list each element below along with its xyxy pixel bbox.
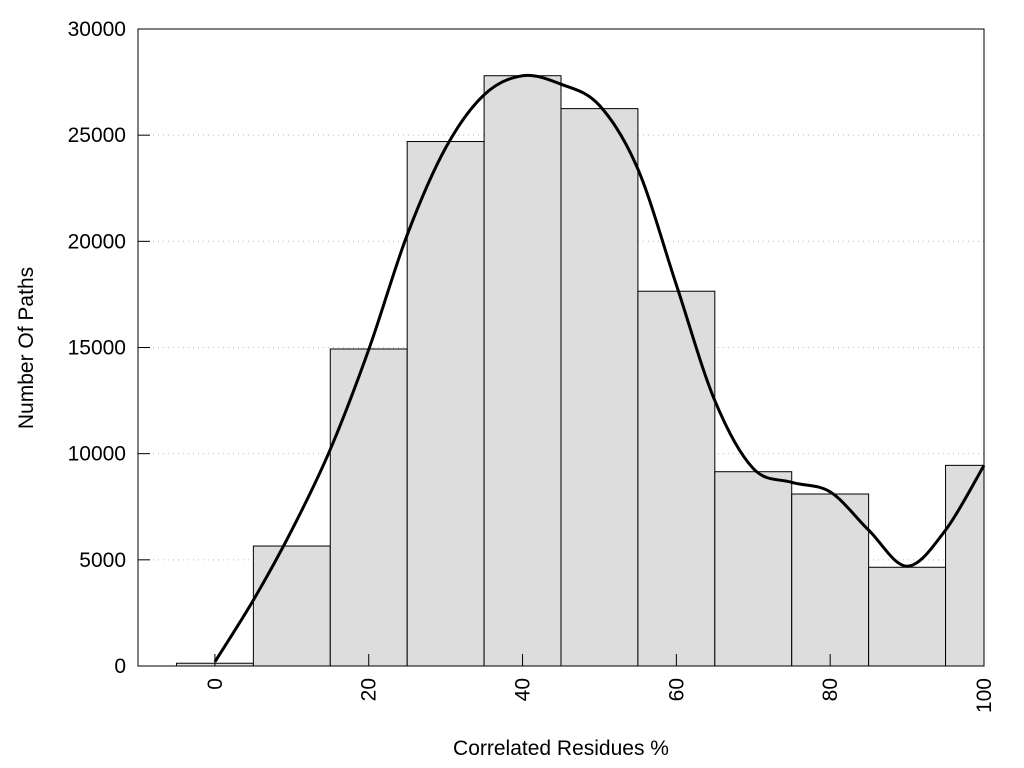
- density-curve: [213, 73, 986, 663]
- histogram-bar: [791, 493, 870, 667]
- y-tick-label: 5000: [79, 549, 126, 572]
- y-tick-label: 15000: [68, 337, 126, 360]
- x-tick-label: 100: [973, 678, 996, 713]
- x-tick-label: 60: [665, 678, 688, 701]
- histogram-bar: [329, 348, 408, 667]
- y-axis-label: Number Of Paths: [15, 267, 38, 429]
- histogram-bar: [406, 141, 485, 667]
- y-tick-label: 0: [114, 655, 126, 678]
- histogram-bar: [714, 471, 793, 667]
- x-tick-labels: 0 20 40 60 80 100: [204, 678, 996, 713]
- x-tick-label: 0: [204, 678, 227, 690]
- y-tick-label: 20000: [68, 230, 126, 253]
- y-tick-label: 25000: [68, 124, 126, 147]
- histogram-bar: [483, 75, 562, 667]
- histogram-bar: [637, 290, 716, 667]
- x-tick-label: 80: [819, 678, 842, 701]
- y-tick-labels: 0 5000 10000 15000 20000 25000 30000: [68, 18, 126, 678]
- y-tick-label: 10000: [68, 443, 126, 466]
- bars: [175, 75, 985, 667]
- x-tick-label: 20: [358, 678, 381, 701]
- histogram-bar: [252, 545, 331, 667]
- x-axis-label: Correlated Residues %: [453, 737, 669, 760]
- histogram-bar: [560, 108, 639, 667]
- histogram-bar: [945, 464, 985, 667]
- histogram-bar: [868, 566, 947, 667]
- x-tick-label: 40: [512, 678, 535, 701]
- axis-ticks: [138, 28, 985, 667]
- y-tick-label: 30000: [68, 18, 126, 41]
